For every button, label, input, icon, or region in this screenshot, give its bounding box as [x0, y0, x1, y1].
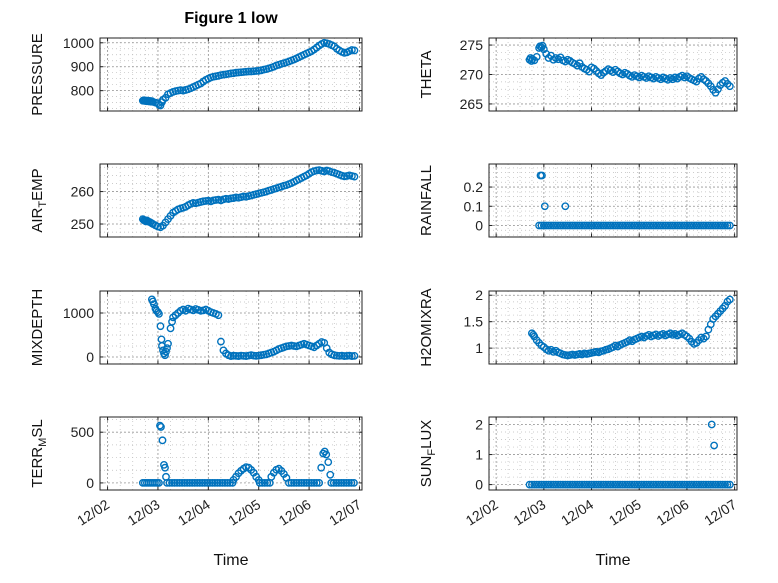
y-tick-label: 275 — [460, 37, 484, 53]
y-tick-label: 0.1 — [464, 198, 484, 214]
subplot-sun_flux: 0 1 2 12/02 12/03 12/04 12/05 12/06 12/07 SUNFLUX — [418, 416, 739, 529]
data-markers — [525, 41, 734, 97]
subplot-mixdepth: 0 1000 MIXDEPTH — [29, 289, 363, 367]
y-axis-label-h2omixra: H2OMIXRA — [418, 288, 435, 366]
x-tick-label: 12/04 — [175, 496, 213, 529]
x-tick-label: 12/02 — [74, 496, 112, 529]
x-tick-label: 12/02 — [463, 496, 501, 529]
y-axis-label-theta: THETA — [418, 50, 435, 98]
data-markers — [528, 295, 734, 360]
y-tick-label: 900 — [71, 59, 95, 75]
subplot-theta: 265 270 275 THETA — [418, 37, 738, 112]
y-axis-label-mixdepth: MIXDEPTH — [29, 289, 46, 367]
y-tick-label: 2 — [475, 287, 483, 303]
x-tick-label: 12/07 — [326, 496, 364, 529]
y-axis-label-terr_msl: TERRMSL — [29, 419, 49, 487]
data-markers — [147, 295, 359, 360]
y-tick-label: 1000 — [63, 35, 94, 51]
y-axis-label-air_temp: AIRTEMP — [29, 168, 49, 232]
y-tick-label: 500 — [71, 424, 95, 440]
data-markers — [535, 171, 734, 230]
data-markers — [138, 421, 358, 487]
x-tick-label: 12/04 — [558, 496, 596, 529]
subplot-air_temp: 250 260 AIRTEMP — [29, 163, 363, 238]
y-tick-label: 0.2 — [464, 179, 484, 195]
x-tick-label: 12/03 — [124, 496, 162, 529]
y-tick-label: 270 — [460, 67, 484, 83]
y-tick-label: 1 — [475, 340, 483, 356]
y-tick-label: 0 — [86, 475, 94, 491]
y-tick-label: 1000 — [63, 305, 94, 321]
x-axis-label-left: Time — [213, 552, 249, 569]
y-axis-label-rainfall: RAINFALL — [418, 165, 435, 236]
y-tick-label: 1.5 — [464, 314, 484, 330]
data-markers — [138, 38, 359, 110]
y-axis-label-sun_flux: SUNFLUX — [418, 420, 438, 488]
x-axis-label-right: Time — [595, 552, 631, 569]
subplot-pressure: 800 900 1000 PRESSURE — [29, 33, 363, 116]
y-tick-label: 0 — [86, 349, 94, 365]
y-tick-label: 260 — [71, 184, 95, 200]
data-markers — [138, 166, 359, 232]
subplot-h2omixra: 1 1.5 2 H2OMIXRA — [418, 287, 738, 367]
y-tick-label: 800 — [71, 83, 95, 99]
y-tick-label: 265 — [460, 96, 484, 112]
x-tick-label: 12/05 — [606, 496, 644, 529]
y-tick-label: 1 — [475, 447, 483, 463]
subplot-rainfall: 0 0.1 0.2 RAINFALL — [418, 163, 738, 238]
subplot-terr_msl: 0 500 12/02 12/03 12/04 12/05 12/06 12/07 TERRMS… — [29, 416, 364, 529]
y-tick-label: 0 — [475, 217, 483, 233]
y-tick-label: 2 — [475, 417, 483, 433]
y-axis-label-pressure: PRESSURE — [29, 33, 46, 116]
x-tick-label: 12/06 — [276, 496, 314, 529]
y-tick-label: 250 — [71, 216, 95, 232]
x-tick-label: 12/05 — [225, 496, 263, 529]
x-tick-label: 12/03 — [510, 496, 548, 529]
x-tick-label: 12/07 — [701, 496, 739, 529]
y-tick-label: 0 — [475, 477, 483, 493]
data-markers — [525, 420, 734, 489]
x-tick-label: 12/06 — [653, 496, 691, 529]
figure-title: Figure 1 low — [184, 10, 278, 27]
